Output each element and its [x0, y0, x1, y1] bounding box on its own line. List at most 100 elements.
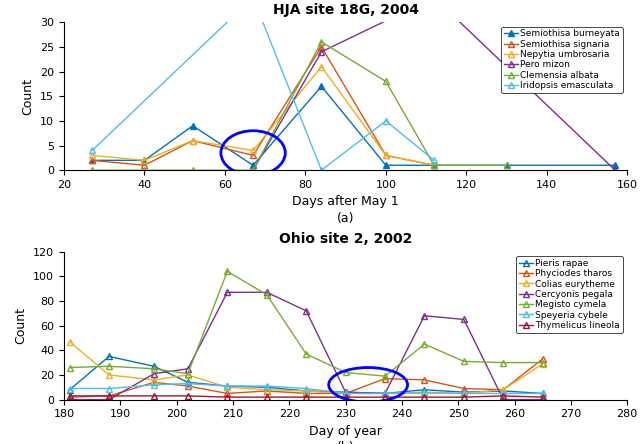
Speyeria cybele — [66, 386, 74, 391]
Cercyonis pegala — [539, 397, 547, 402]
Megisto cymela — [263, 292, 271, 297]
Megisto cymela — [420, 341, 428, 347]
Cercyonis pegala — [184, 366, 192, 372]
Pieris rapae — [420, 387, 428, 392]
Cercyonis pegala — [342, 389, 349, 395]
Clemensia albata — [249, 167, 257, 173]
Speyeria cybele — [381, 391, 389, 396]
Line: Megisto cymela: Megisto cymela — [67, 269, 545, 379]
Cercyonis pegala — [499, 397, 507, 402]
Pieris rapae — [302, 388, 310, 394]
Phyciodes tharos — [539, 356, 547, 361]
Pieris rapae — [105, 354, 113, 359]
Pero mizon — [317, 49, 325, 55]
Colias eurytheme — [302, 388, 310, 394]
Cercyonis pegala — [105, 397, 113, 402]
Nepytia umbrosaria — [189, 138, 196, 143]
Cercyonis pegala — [420, 313, 428, 318]
Thymelicus lineola — [223, 394, 231, 400]
Pieris rapae — [150, 364, 158, 369]
Thymelicus lineola — [150, 393, 158, 399]
Colias eurytheme — [539, 361, 547, 366]
Pieris rapae — [184, 380, 192, 385]
Title: Ohio site 2, 2002: Ohio site 2, 2002 — [279, 232, 412, 246]
Line: Clemensia albata: Clemensia albata — [90, 39, 509, 173]
Speyeria cybele — [539, 391, 547, 396]
Speyeria cybele — [302, 386, 310, 391]
Phyciodes tharos — [499, 387, 507, 392]
Colias eurytheme — [460, 391, 468, 396]
Clemensia albata — [141, 167, 148, 173]
Semiothisa signaria — [249, 153, 257, 158]
Thymelicus lineola — [66, 393, 74, 399]
Colias eurytheme — [105, 372, 113, 377]
Nepytia umbrosaria — [249, 148, 257, 153]
Iridopsis emasculata — [317, 167, 325, 173]
Megisto cymela — [460, 359, 468, 364]
Semiothisa signaria — [189, 138, 196, 143]
Speyeria cybele — [263, 383, 271, 388]
Semiothisa burneyata — [249, 163, 257, 168]
Colias eurytheme — [263, 387, 271, 392]
Semiothisa signaria — [317, 44, 325, 50]
Clemensia albata — [502, 163, 510, 168]
Y-axis label: Count: Count — [22, 78, 35, 115]
Colias eurytheme — [66, 339, 74, 344]
Thymelicus lineola — [420, 394, 428, 400]
Thymelicus lineola — [460, 394, 468, 400]
Megisto cymela — [150, 366, 158, 372]
Pieris rapae — [381, 391, 389, 396]
Clemensia albata — [430, 163, 438, 168]
Thymelicus lineola — [539, 394, 547, 400]
Pieris rapae — [66, 387, 74, 392]
Line: Semiothisa signaria: Semiothisa signaria — [90, 44, 437, 168]
Semiothisa signaria — [88, 158, 96, 163]
Clemensia albata — [317, 39, 325, 44]
Line: Semiothisa burneyata: Semiothisa burneyata — [90, 83, 618, 168]
Cercyonis pegala — [66, 397, 74, 402]
Pieris rapae — [460, 389, 468, 395]
Semiothisa burneyata — [141, 158, 148, 163]
Nepytia umbrosaria — [88, 153, 96, 158]
Semiothisa burneyata — [317, 83, 325, 89]
Megisto cymela — [381, 373, 389, 379]
Colias eurytheme — [150, 377, 158, 383]
Speyeria cybele — [150, 382, 158, 388]
X-axis label: Day of year: Day of year — [309, 425, 382, 438]
Phyciodes tharos — [263, 388, 271, 394]
Colias eurytheme — [223, 385, 231, 390]
Semiothisa signaria — [382, 153, 390, 158]
Pero mizon — [611, 167, 619, 173]
Nepytia umbrosaria — [317, 64, 325, 69]
Phyciodes tharos — [302, 391, 310, 396]
Legend: Pieris rapae, Phyciodes tharos, Colias eurytheme, Cercyonis pegala, Megisto cyme: Pieris rapae, Phyciodes tharos, Colias e… — [516, 256, 623, 333]
Megisto cymela — [499, 360, 507, 365]
Phyciodes tharos — [223, 391, 231, 396]
Line: Thymelicus lineola: Thymelicus lineola — [67, 393, 545, 400]
Phyciodes tharos — [105, 393, 113, 399]
Nepytia umbrosaria — [141, 158, 148, 163]
Line: Pieris rapae: Pieris rapae — [67, 354, 545, 396]
Phyciodes tharos — [381, 376, 389, 381]
Nepytia umbrosaria — [430, 163, 438, 168]
Clemensia albata — [88, 167, 96, 173]
Cercyonis pegala — [381, 391, 389, 396]
Pero mizon — [249, 167, 257, 173]
Semiothisa burneyata — [382, 163, 390, 168]
Legend: Semiothisa burneyata, Semiothisa signaria, Nepytia umbrosaria, Pero mizon, Cleme: Semiothisa burneyata, Semiothisa signari… — [501, 27, 623, 93]
Line: Iridopsis emasculata: Iridopsis emasculata — [90, 0, 437, 173]
Line: Nepytia umbrosaria: Nepytia umbrosaria — [90, 64, 437, 168]
Y-axis label: Count: Count — [15, 307, 28, 344]
Nepytia umbrosaria — [382, 153, 390, 158]
Phyciodes tharos — [342, 391, 349, 396]
Cercyonis pegala — [302, 308, 310, 313]
Iridopsis emasculata — [430, 158, 438, 163]
Colias eurytheme — [381, 391, 389, 396]
Thymelicus lineola — [381, 394, 389, 400]
Pieris rapae — [539, 391, 547, 396]
Line: Phyciodes tharos: Phyciodes tharos — [67, 356, 545, 400]
Phyciodes tharos — [184, 383, 192, 388]
Clemensia albata — [382, 79, 390, 84]
X-axis label: Days after May 1: Days after May 1 — [292, 195, 399, 209]
Line: Speyeria cybele: Speyeria cybele — [67, 381, 545, 396]
